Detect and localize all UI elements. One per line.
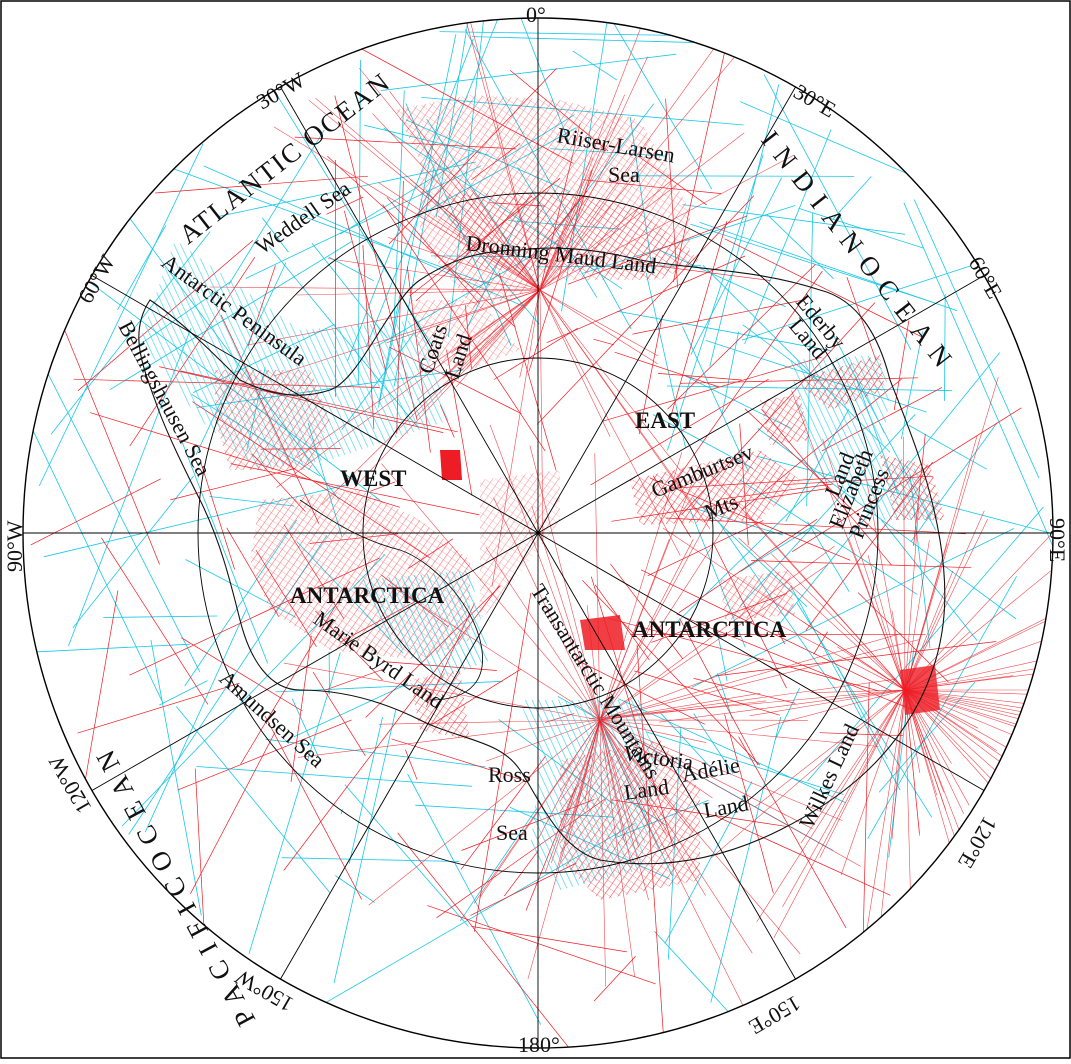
east-label: EAST (635, 408, 695, 433)
west-label: WEST (340, 466, 406, 491)
label-90w: 90°W (2, 520, 27, 572)
antarctica-west-label: ANTARCTICA (290, 583, 445, 608)
antarctica-east-label: ANTARCTICA (632, 617, 787, 642)
label-180: 180° (518, 1032, 560, 1057)
west-red-small (440, 450, 462, 480)
ross-label-1: Ross (488, 762, 531, 787)
label-90e: 90°E (1045, 518, 1070, 562)
label-0: 0° (526, 2, 546, 27)
ross-label-2: Sea (496, 820, 528, 845)
wilkes-red-block (900, 665, 940, 715)
riiser-larsen-label-2: Sea (608, 162, 640, 187)
